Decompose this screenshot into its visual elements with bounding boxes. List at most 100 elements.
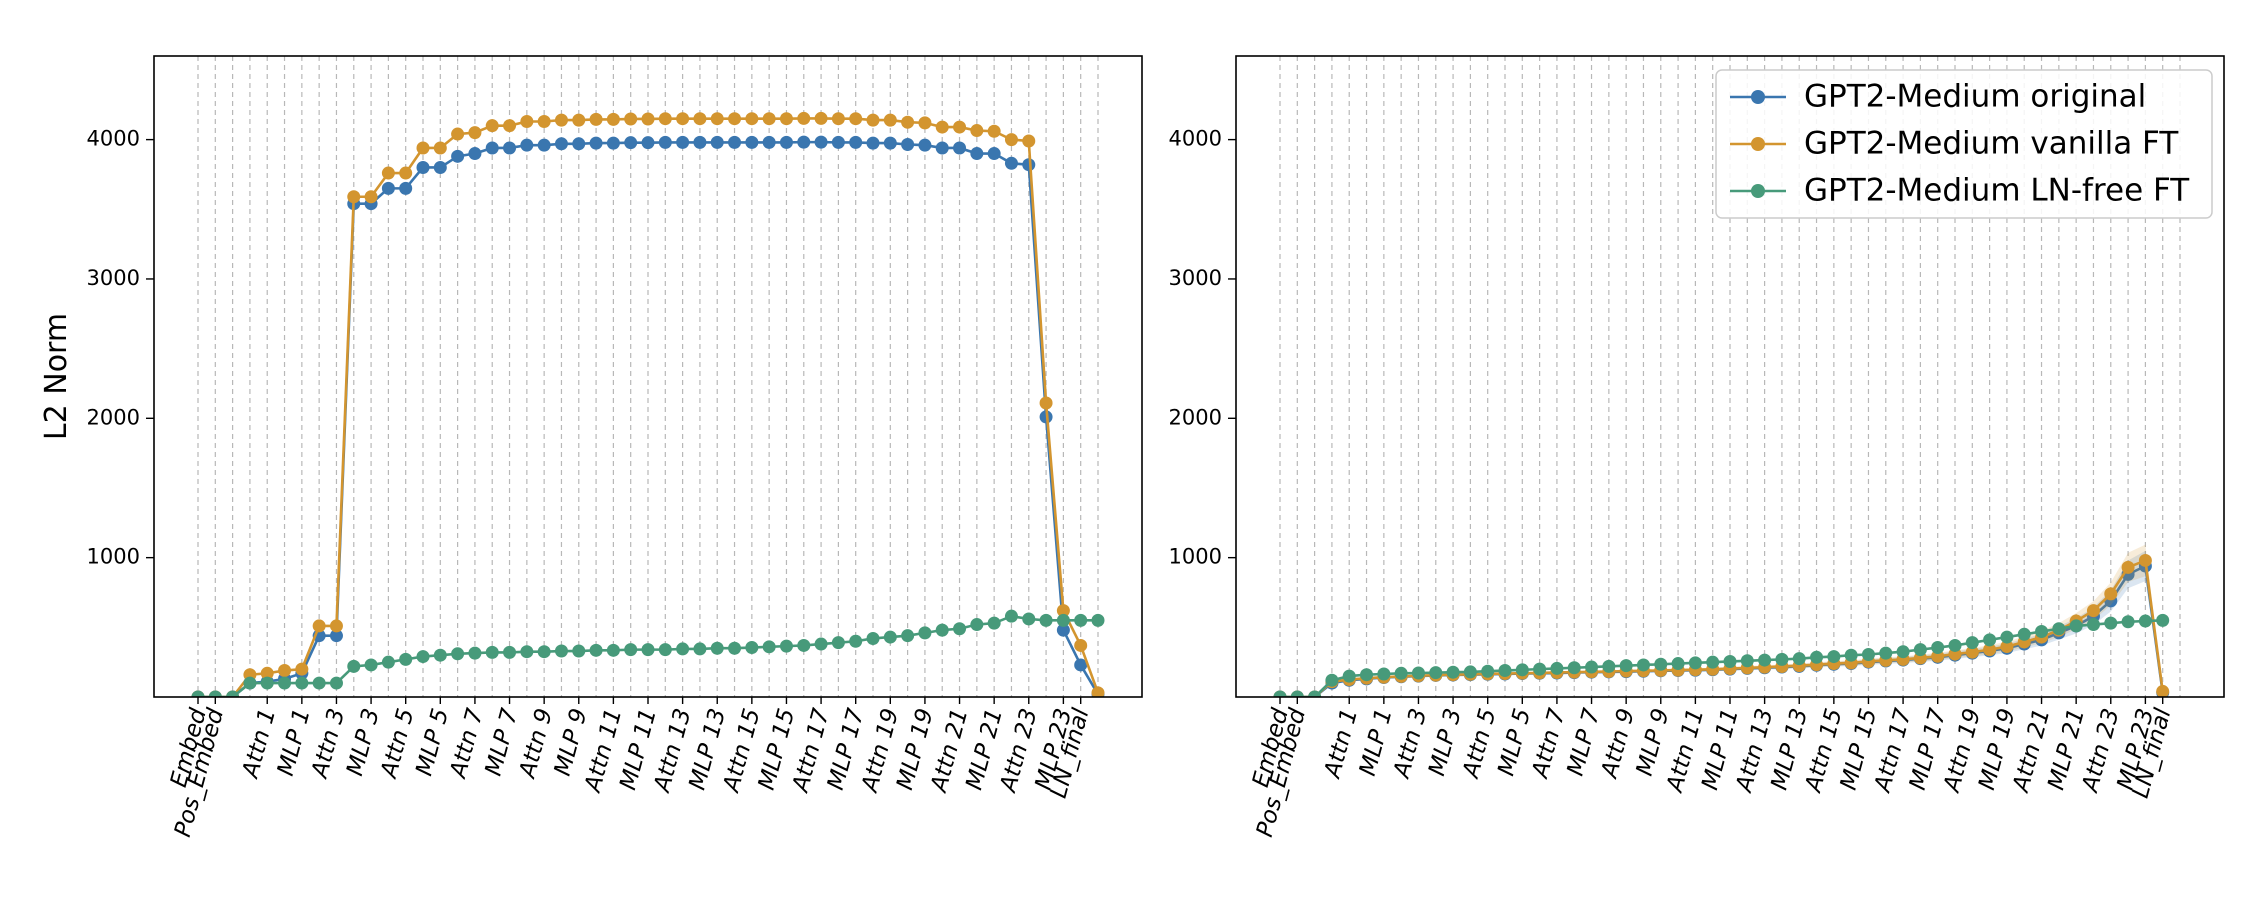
- gpt2-medium-original-point: [572, 137, 586, 151]
- gpt2-medium-vanilla-ft-point: [987, 124, 1001, 138]
- gpt2-medium-vanilla-ft-point: [814, 111, 828, 125]
- gpt2-medium-ln-free-ft-point: [208, 690, 222, 697]
- gpt2-medium-ln-free-ft-point: [2017, 627, 2031, 641]
- gpt2-medium-vanilla-ft-point: [676, 112, 690, 126]
- gpt2-medium-ln-free-ft-point: [1758, 653, 1772, 667]
- gpt2-medium-ln-free-ft-point: [883, 630, 897, 644]
- gpt2-medium-ln-free-ft-point: [606, 643, 620, 657]
- gpt2-medium-ln-free-ft-point: [762, 640, 776, 654]
- gpt2-medium-original-point: [849, 135, 863, 149]
- gpt2-medium-ln-free-ft-point: [1463, 665, 1477, 679]
- gpt2-medium-ln-free-ft-point: [987, 616, 1001, 630]
- gpt2-medium-ln-free-ft-point: [260, 676, 274, 690]
- gpt2-medium-vanilla-ft-point: [1022, 134, 1036, 148]
- gpt2-medium-ln-free-ft-point: [1965, 636, 1979, 650]
- gpt2-medium-original-legend-marker: [1751, 90, 1765, 104]
- gpt2-medium-ln-free-ft-point: [1792, 652, 1806, 666]
- gpt2-medium-vanilla-ft-line: [1280, 558, 2164, 697]
- gpt2-medium-vanilla-ft-point: [901, 115, 915, 129]
- gpt2-medium-ln-free-ft-point: [1377, 667, 1391, 681]
- gpt2-medium-original-point: [779, 135, 793, 149]
- gpt2-medium-original-point: [814, 135, 828, 149]
- gpt2-medium-ln-free-ft-point: [1567, 661, 1581, 675]
- gpt2-medium-vanilla-ft-point: [693, 112, 707, 126]
- gpt2-medium-ln-free-ft-point: [1550, 661, 1564, 675]
- gpt2-medium-original-point: [953, 141, 967, 155]
- gpt2-medium-ln-free-ft-point: [1913, 643, 1927, 657]
- gpt2-medium-ln-free-ft-point: [2052, 622, 2066, 636]
- gpt2-medium-ln-free-ft-point: [1775, 652, 1789, 666]
- gpt2-medium-ln-free-ft-point: [1446, 665, 1460, 679]
- gpt2-medium-ln-free-ft-point: [1983, 633, 1997, 647]
- gpt2-medium-original-point: [399, 181, 413, 195]
- gpt2-medium-ln-free-ft-point: [295, 676, 309, 690]
- gpt2-medium-ln-free-ft-point: [710, 641, 724, 655]
- plot-frame: [1235, 55, 2225, 698]
- legend-label-gpt2-medium-vanilla-ft: GPT2-Medium vanilla FT: [1804, 126, 2179, 162]
- gpt2-medium-ln-free-ft-point: [1844, 648, 1858, 662]
- gpt2-medium-vanilla-ft-point: [2086, 604, 2100, 618]
- gpt2-medium-original-point: [918, 138, 932, 152]
- gpt2-medium-ln-free-ft-point: [554, 644, 568, 658]
- gpt2-medium-original-point: [1022, 158, 1036, 172]
- legend: GPT2-Medium original GPT2-Medium vanilla …: [1715, 69, 2213, 219]
- gpt2-medium-vanilla-ft-point: [260, 666, 274, 680]
- gpt2-medium-ln-free-ft-point: [364, 658, 378, 672]
- gpt2-medium-vanilla-ft-point: [641, 112, 655, 126]
- gpt2-medium-ln-free-ft-point: [1022, 612, 1036, 626]
- gpt2-medium-ln-free-ft-point: [468, 646, 482, 660]
- gpt2-medium-ln-free-ft-point: [1498, 664, 1512, 678]
- gpt2-medium-original-point: [728, 135, 742, 149]
- gpt2-medium-ln-free-ft-point: [1273, 690, 1287, 697]
- gpt2-medium-ln-free-ft-point: [572, 644, 586, 658]
- gpt2-medium-original-point: [606, 136, 620, 150]
- legend-label-gpt2-medium-original: GPT2-Medium original: [1804, 79, 2146, 115]
- gpt2-medium-ln-free-ft-point: [1688, 656, 1702, 670]
- gpt2-medium-ln-free-ft-point: [347, 659, 361, 673]
- gpt2-medium-vanilla-ft-point: [329, 619, 343, 633]
- gpt2-medium-ln-free-ft-point: [243, 676, 257, 690]
- gpt2-medium-ln-free-ft-point: [641, 643, 655, 657]
- y-tick-label: 4000: [1169, 127, 1222, 151]
- gpt2-medium-vanilla-ft-point: [953, 120, 967, 134]
- gpt2-medium-vanilla-ft-point: [468, 126, 482, 140]
- y-tick-label: 2000: [1169, 405, 1222, 429]
- gpt2-medium-ln-free-ft-point: [1740, 654, 1754, 668]
- gpt2-medium-ln-free-ft-point: [503, 645, 517, 659]
- gpt2-medium-vanilla-ft-point: [883, 113, 897, 127]
- gpt2-medium-vanilla-ft-point: [433, 141, 447, 155]
- gpt2-medium-original-point: [970, 147, 984, 161]
- gpt2-medium-ln-free-ft-point: [1827, 650, 1841, 664]
- y-tick-label: 1000: [1169, 545, 1222, 569]
- gpt2-medium-ln-free-ft-point: [676, 642, 690, 656]
- gpt2-medium-ln-free-ft-point: [1585, 660, 1599, 674]
- gpt2-medium-vanilla-ft-point: [710, 112, 724, 126]
- gpt2-medium-ln-free-ft-point: [1515, 663, 1529, 677]
- gpt2-medium-vanilla-ft-point: [364, 190, 378, 204]
- gpt2-medium-original-point: [589, 136, 603, 150]
- gpt2-medium-original-point: [381, 181, 395, 195]
- gpt2-medium-vanilla-ft-point: [1039, 396, 1053, 410]
- gpt2-medium-ln-free-ft-point: [537, 645, 551, 659]
- gpt2-medium-vanilla-ft-point: [485, 119, 499, 133]
- gpt2-medium-ln-free-ft-legend-marker: [1751, 184, 1765, 198]
- gpt2-medium-ln-free-ft-point: [1360, 668, 1374, 682]
- gpt2-medium-original-point: [329, 629, 343, 643]
- gpt2-medium-original-point: [537, 138, 551, 152]
- gpt2-medium-vanilla-ft-point: [589, 112, 603, 126]
- gpt2-medium-original-point: [745, 135, 759, 149]
- gpt2-medium-vanilla-ft-legend-marker: [1751, 137, 1765, 151]
- gpt2-medium-ln-free-ft-point: [485, 645, 499, 659]
- y-axis-label: L2 Norm: [39, 313, 74, 440]
- gpt2-medium-ln-free-ft-point: [451, 647, 465, 661]
- gpt2-medium-ln-free-ft-point: [2156, 613, 2170, 627]
- gpt2-medium-original-point: [451, 149, 465, 163]
- gpt2-medium-ln-free-ft-point: [779, 639, 793, 653]
- gpt2-medium-ln-free-ft-point: [1810, 650, 1824, 664]
- gpt2-medium-ln-free-ft-point: [1325, 673, 1339, 687]
- gpt2-medium-vanilla-ft-point: [1004, 133, 1018, 147]
- gpt2-medium-ln-free-ft-point: [831, 636, 845, 650]
- y-tick-label: 4000: [87, 127, 140, 151]
